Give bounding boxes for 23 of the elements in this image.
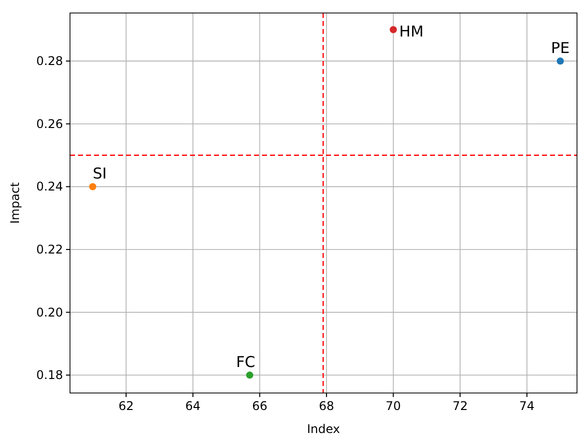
y-tick-label: 0.22 — [36, 242, 63, 256]
series-label: HM — [399, 22, 424, 41]
x-tick-label: 62 — [118, 399, 134, 413]
point — [556, 57, 564, 65]
series-label: FC — [236, 353, 256, 372]
point — [246, 372, 254, 379]
y-tick-label: 0.18 — [36, 368, 63, 382]
x-tick-label: 68 — [318, 399, 334, 413]
point — [390, 26, 397, 34]
x-tick-label: 66 — [252, 399, 268, 413]
x-tick-label: 72 — [452, 399, 468, 413]
x-tick-label: 70 — [386, 399, 401, 413]
y-tick-label: 0.20 — [36, 305, 63, 320]
point — [89, 183, 96, 190]
y-tick-label: 0.28 — [36, 54, 63, 68]
y-tick-label: 0.26 — [36, 116, 63, 131]
y-axis-title: Impact — [8, 182, 22, 224]
series-label: SI — [92, 164, 107, 183]
x-tick-label: 74 — [519, 399, 535, 413]
x-axis-title: Index — [306, 422, 340, 435]
series-label: PE — [551, 39, 570, 58]
x-tick-label: 64 — [185, 399, 201, 413]
y-tick-label: 0.24 — [36, 180, 63, 194]
